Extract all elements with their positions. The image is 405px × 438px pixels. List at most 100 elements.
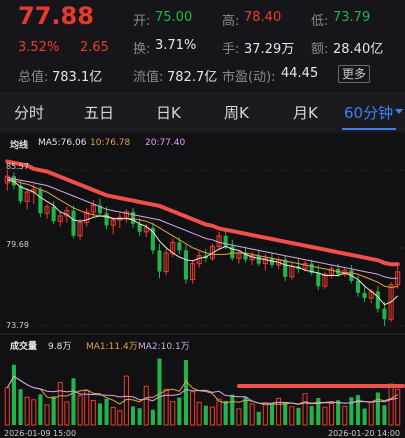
candle-body xyxy=(163,252,169,273)
tab-intraday[interactable]: 分时 xyxy=(14,104,45,122)
change-percent: 3.52% xyxy=(18,40,60,55)
low-value: 73.79 xyxy=(333,10,371,25)
volume-bar xyxy=(143,385,149,426)
volume-legend-value: 9.8万 xyxy=(48,342,72,352)
kline-chart-svg xyxy=(0,134,405,438)
candle-body xyxy=(302,263,308,270)
candle-body xyxy=(243,253,248,260)
last-price: 77.88 xyxy=(18,2,94,30)
volume-bar xyxy=(170,401,176,426)
tab-weekly-k[interactable]: 周K xyxy=(224,104,249,122)
volume-bar xyxy=(276,397,282,426)
volume-bar xyxy=(90,400,96,426)
more-button[interactable]: 更多 xyxy=(338,65,370,83)
candle-body xyxy=(230,246,235,259)
candle-body xyxy=(137,223,142,232)
volume-bar xyxy=(150,409,155,425)
candle-body xyxy=(18,185,23,202)
volume-bar xyxy=(309,406,314,425)
tab-60-minute[interactable]: 60分钟 xyxy=(344,104,394,122)
volume-bar xyxy=(196,401,202,426)
ma10-legend: 10:76.78 xyxy=(90,138,131,148)
volume-bar xyxy=(236,408,242,426)
candle-body xyxy=(355,280,361,293)
candle-body xyxy=(283,259,288,277)
volume-bar xyxy=(355,395,361,425)
float-mv-label: 流值: xyxy=(133,70,164,85)
y-tick-mid: 79.68 xyxy=(6,240,29,249)
volume-ma2-legend: MA2:10.1万 xyxy=(138,342,190,352)
volume-bar xyxy=(104,398,109,425)
chevron-down-icon[interactable] xyxy=(395,109,403,114)
candle-body xyxy=(177,242,182,251)
volume-bar xyxy=(316,397,321,425)
volume-bar xyxy=(130,406,136,425)
candle-body xyxy=(209,245,215,259)
quote-panel: 77.88 3.52% 2.65 开: 75.00 高: 78.40 低: 73… xyxy=(0,0,405,88)
kline-chart[interactable]: 均线 MA5:76.06 10:76.78 20:77.40 85.57 79.… xyxy=(0,134,405,438)
volume-bar xyxy=(209,406,215,426)
active-tab-indicator xyxy=(342,128,396,130)
volume-bar xyxy=(203,405,208,425)
candle-body xyxy=(262,257,268,265)
candle-body xyxy=(123,211,129,218)
volume-bar xyxy=(395,388,401,426)
y-tick-high: 85.57 xyxy=(6,162,29,171)
ma5-line xyxy=(7,179,399,306)
tab-daily-k[interactable]: 日K xyxy=(156,104,181,122)
candle-body xyxy=(57,215,63,222)
high-value: 78.40 xyxy=(244,10,282,25)
candle-body xyxy=(71,210,76,236)
total-mv-label: 总值: xyxy=(18,70,49,85)
candle-body xyxy=(328,268,335,275)
volume-bar xyxy=(190,391,196,426)
candle-body xyxy=(24,191,30,202)
volume-bar xyxy=(322,406,328,426)
volume-bar xyxy=(31,399,37,426)
candle-body xyxy=(11,176,16,186)
volume-bar xyxy=(44,404,50,426)
candle-body xyxy=(256,255,261,264)
candle-body xyxy=(110,219,116,226)
ma10-line xyxy=(7,178,398,289)
volume-bar xyxy=(177,397,182,425)
candle-body xyxy=(150,227,155,251)
candle-body xyxy=(38,189,43,214)
volume-bar xyxy=(157,358,162,425)
volume-bar xyxy=(243,396,248,425)
open-value: 75.00 xyxy=(155,10,193,25)
high-label: 高: xyxy=(222,14,240,29)
volume-bar xyxy=(249,403,255,426)
float-mv-value: 782.7亿 xyxy=(167,70,218,85)
volume-bar xyxy=(283,402,288,425)
volume-bar xyxy=(64,401,70,426)
volume-bar xyxy=(336,400,341,425)
volume-bar xyxy=(117,410,123,426)
candle-body xyxy=(104,213,109,226)
volume-bar xyxy=(18,389,23,425)
volume-bar xyxy=(223,400,228,425)
volume-bar xyxy=(110,406,116,426)
candle-body xyxy=(309,263,314,273)
y-tick-low: 73.79 xyxy=(6,321,29,330)
pe-label: 市盈(动): xyxy=(222,70,276,85)
volume-bar xyxy=(183,360,189,425)
volume-bar xyxy=(24,396,30,426)
volume-bar xyxy=(362,408,367,425)
volume-ma1-line xyxy=(6,375,398,406)
ma-legend-title: 均线 xyxy=(10,141,29,151)
hands-value: 37.29万 xyxy=(244,42,295,57)
tab-monthly-k[interactable]: 月K xyxy=(293,104,318,122)
candle-body xyxy=(362,292,367,299)
tab-five-day[interactable]: 五日 xyxy=(84,104,115,122)
volume-bar xyxy=(216,398,222,426)
volume-bar xyxy=(11,364,16,425)
volume-bar xyxy=(349,397,354,425)
chart-background xyxy=(0,134,405,438)
volume-bar xyxy=(342,405,348,426)
candle-body xyxy=(388,284,394,320)
ma5-legend: MA5:76.06 xyxy=(38,138,87,148)
amount-value: 28.40亿 xyxy=(333,42,384,57)
trend-annotation-line xyxy=(5,159,400,267)
candle-body xyxy=(90,204,96,213)
